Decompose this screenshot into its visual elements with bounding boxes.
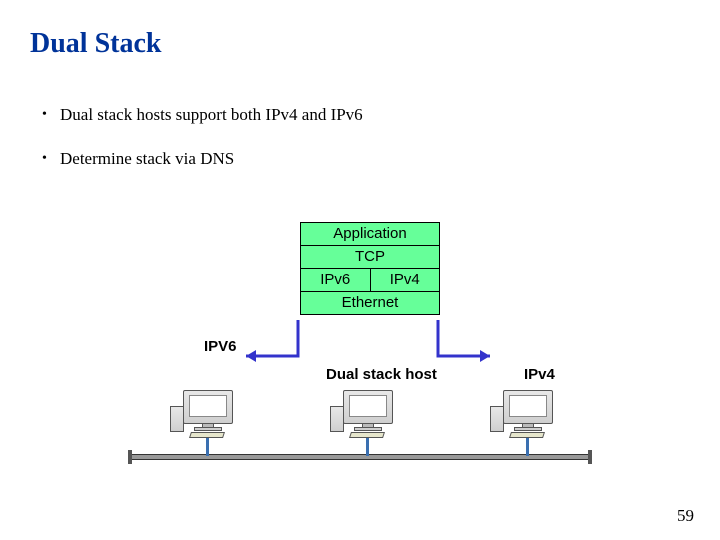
bullet-dot-icon: • [42,148,60,170]
pc-keyboard-icon [349,432,385,438]
slide-title: Dual Stack [30,28,690,60]
protocol-stack-diagram: Application TCP IPv6 IPv4 Ethernet [300,222,440,315]
pc-tower-icon [330,406,344,432]
stack-layer-network: IPv6 IPv4 [301,269,439,292]
page-number: 59 [677,506,694,526]
pc-ipv6 [180,390,236,438]
bullet-text: Determine stack via DNS [60,148,234,170]
pc-keyboard-icon [189,432,225,438]
bullet-text: Dual stack hosts support both IPv4 and I… [60,104,363,126]
pc-keyboard-icon [509,432,545,438]
bus-terminator-icon [588,450,592,464]
pc-monitor-icon [343,390,393,424]
label-dual-stack-host: Dual stack host [326,366,437,383]
pc-monitor-icon [183,390,233,424]
stack-arrows-icon [238,316,498,366]
bullet-item: • Dual stack hosts support both IPv4 and… [42,104,690,126]
label-ipv6-host: IPV6 [204,338,237,355]
stack-layer-ipv4: IPv4 [371,269,440,291]
stack-layer-application: Application [301,223,439,246]
pc-tower-icon [170,406,184,432]
stack-layer-transport: TCP [301,246,439,269]
pc-monitor-icon [503,390,553,424]
pc-dual [340,390,396,438]
bullet-item: • Determine stack via DNS [42,148,690,170]
bullet-dot-icon: • [42,104,60,126]
pc-tower-icon [490,406,504,432]
network-diagram [130,390,590,470]
pc-ipv4 [500,390,556,438]
network-bus [130,454,590,460]
bullet-list: • Dual stack hosts support both IPv4 and… [42,104,690,170]
stack-layer-ipv6: IPv6 [301,269,371,291]
bus-terminator-icon [128,450,132,464]
label-ipv4-host: IPv4 [524,366,555,383]
stack-layer-link: Ethernet [301,292,439,314]
